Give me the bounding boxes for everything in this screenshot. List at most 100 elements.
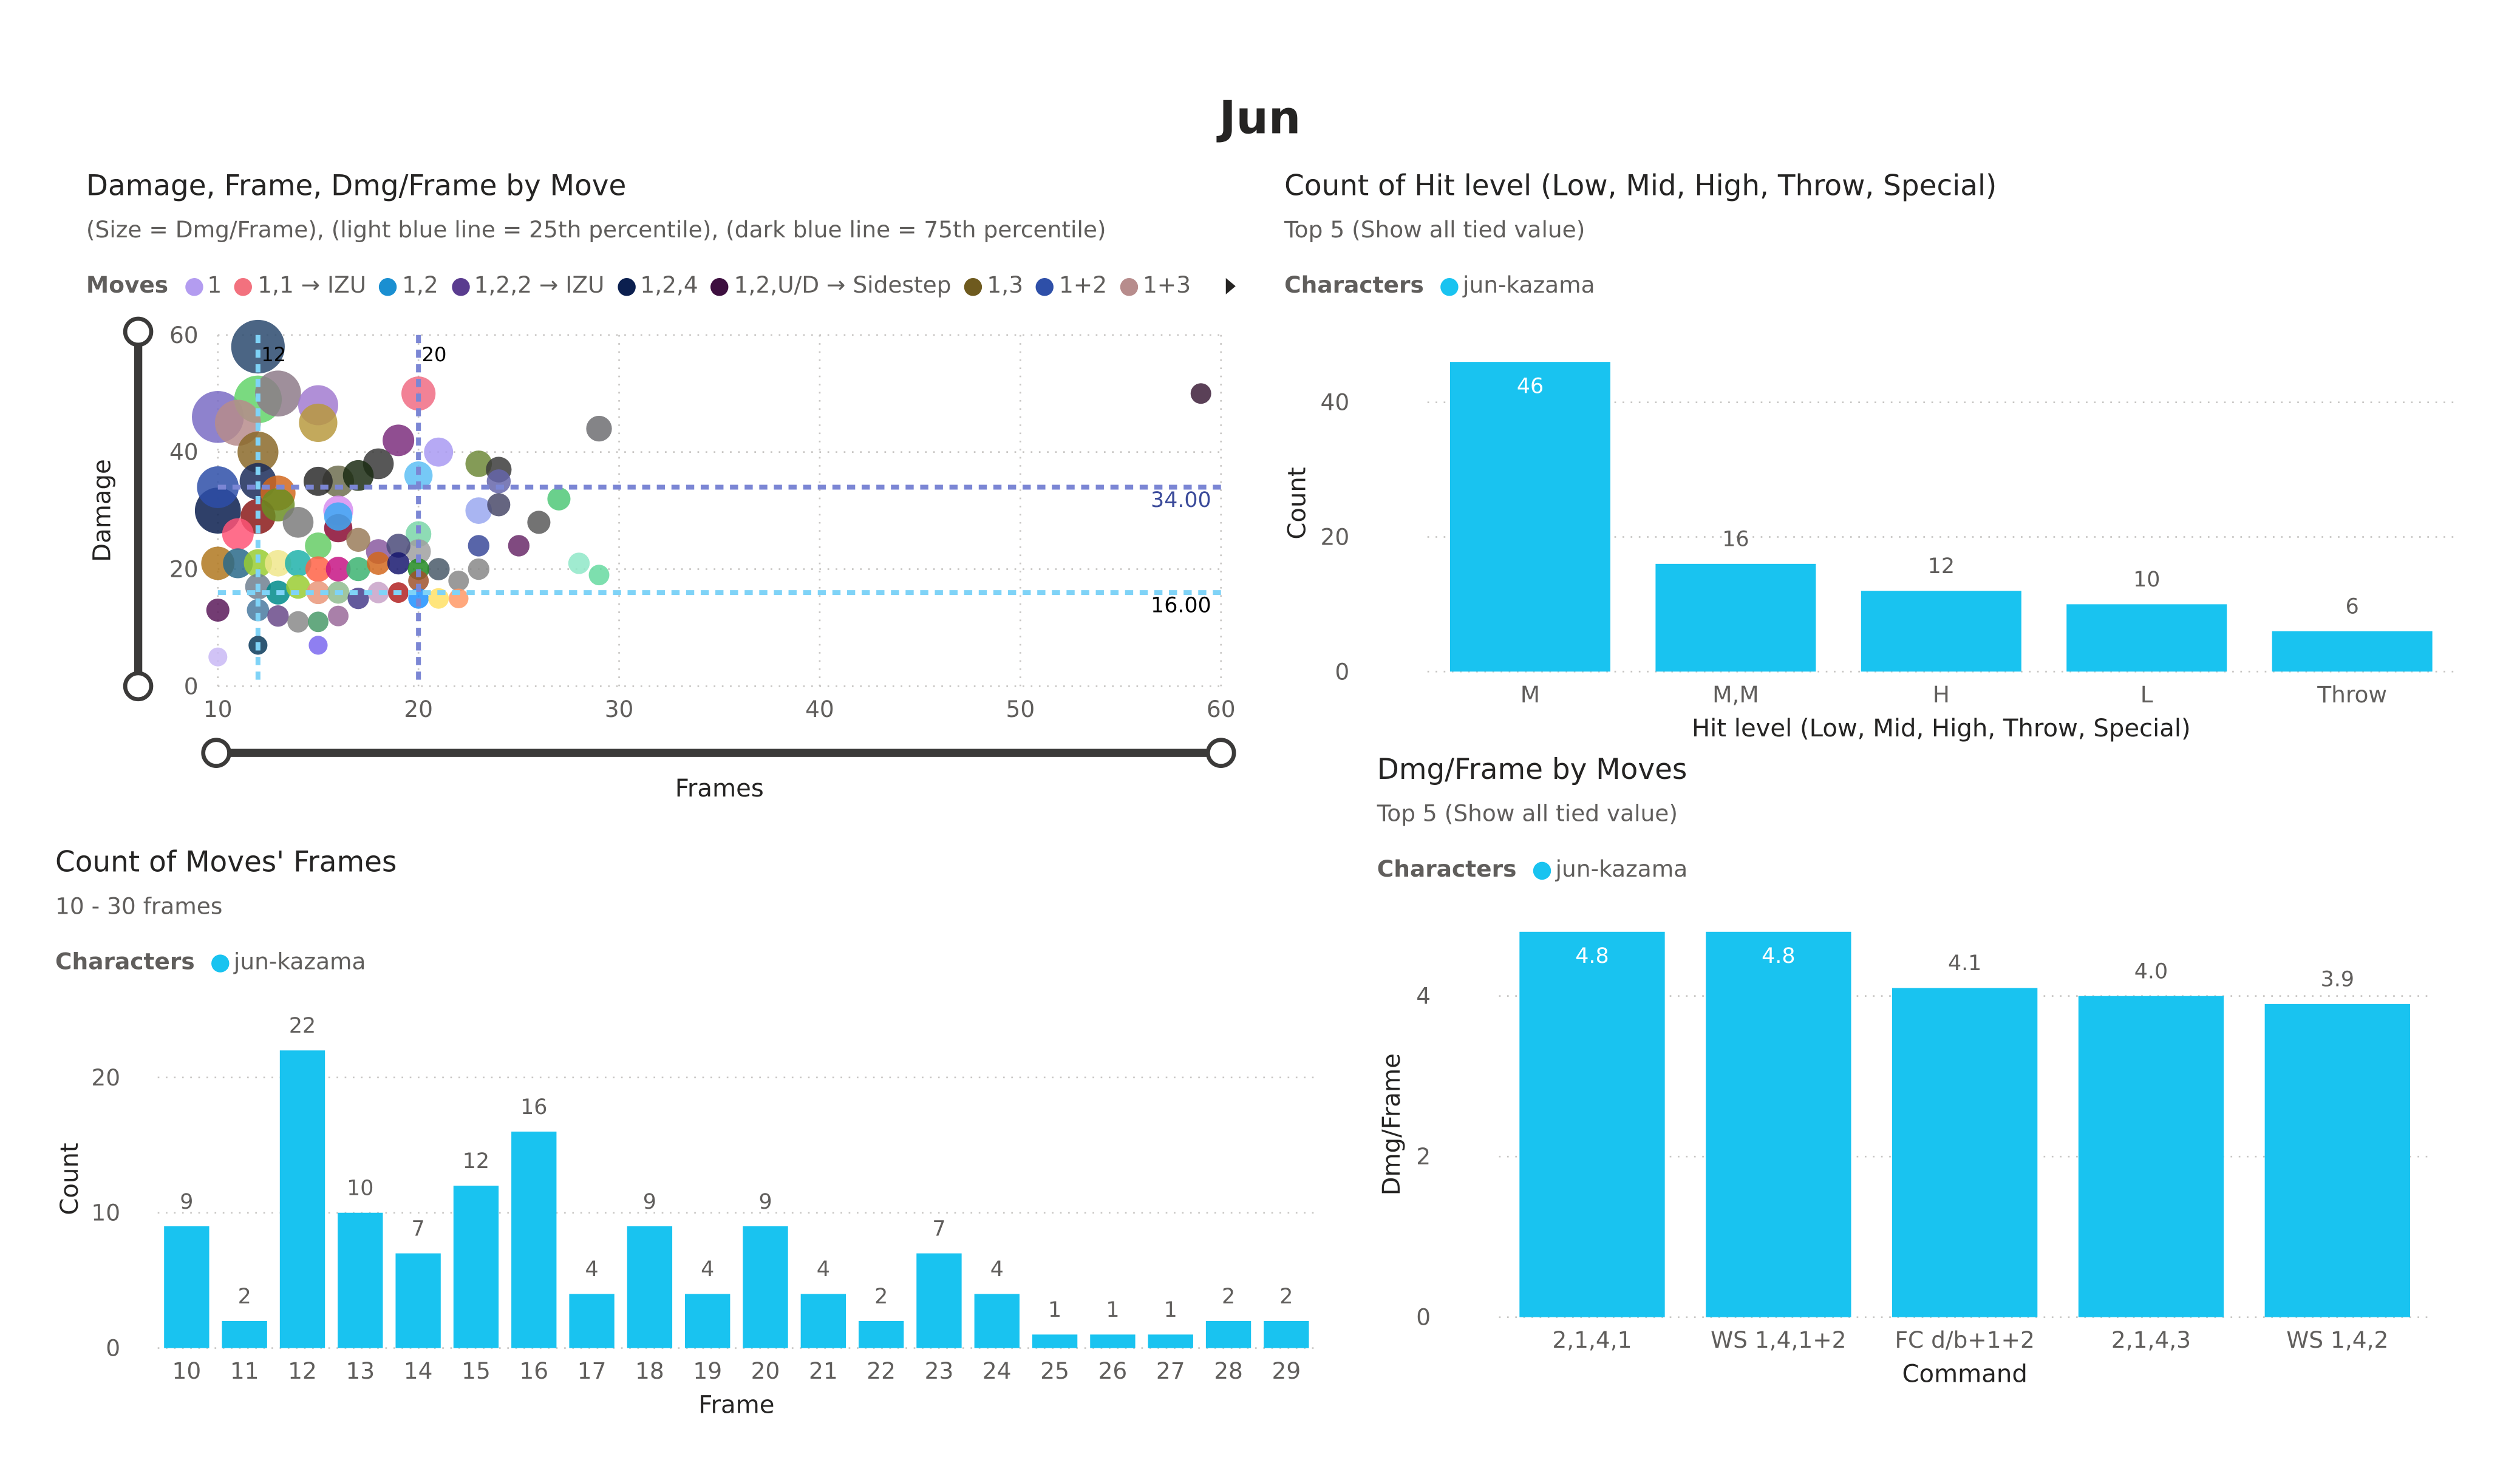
moves-bar [627, 1226, 673, 1348]
hit-bar [1655, 563, 1816, 672]
scatter-ref-label-x: 12 [261, 343, 286, 366]
scatter-legend-item[interactable]: 1,2 [379, 273, 438, 299]
scatter-ref-label-x: 20 [422, 343, 447, 366]
moves-x-tick: 21 [809, 1357, 838, 1384]
hit-legend-title: Characters [1284, 273, 1424, 299]
moves-bar [1090, 1334, 1136, 1348]
dmg-x-label: Command [1902, 1360, 2027, 1388]
scatter-legend-label: 1,2,4 [640, 273, 698, 299]
dmg-bar [1892, 988, 2038, 1317]
scatter-point [306, 581, 330, 605]
scatter-point [508, 535, 530, 557]
scatter-point [383, 424, 415, 457]
scatter-point [305, 556, 332, 582]
moves-x-tick: 26 [1098, 1357, 1128, 1384]
scatter-point [208, 647, 228, 667]
moves-bar [338, 1212, 383, 1348]
scatter-legend-label: 1,1 → IZU [257, 273, 367, 299]
scatter-point [408, 570, 429, 591]
scatter-point [468, 558, 489, 580]
scatter-point [346, 528, 370, 552]
moves-legend-item[interactable]: jun-kazama [211, 949, 366, 976]
dmg-bar [2264, 1004, 2410, 1317]
scatter-point [243, 549, 273, 578]
moves-data-label: 10 [347, 1177, 373, 1201]
scatter-point [367, 582, 389, 603]
hit-y-tick: 20 [1321, 523, 1350, 550]
hit-data-label: 46 [1517, 374, 1544, 398]
dmg-title: Dmg/Frame by Moves [1377, 754, 1687, 787]
moves-data-label: 2 [238, 1285, 251, 1309]
hit-legend-item[interactable]: jun-kazama [1440, 273, 1595, 299]
scatter-point [222, 518, 254, 550]
scatter-y-label: Damage [89, 459, 117, 562]
hit-bar [1449, 362, 1610, 672]
hit-bar [2066, 604, 2227, 672]
scatter-legend-item[interactable]: 1,2,2 → IZU [451, 273, 604, 299]
y-axis-zoom-handle-bottom[interactable] [123, 671, 154, 702]
scatter-x-tick: 50 [1006, 696, 1035, 722]
scatter-legend-item[interactable]: 1,1 → IZU [234, 273, 367, 299]
moves-x-tick: 18 [635, 1357, 664, 1384]
scatter-point [406, 539, 431, 565]
moves-data-label: 1 [1048, 1298, 1061, 1322]
moves-data-label: 9 [758, 1190, 772, 1214]
dmg-x-tick: 2,1,4,3 [2111, 1326, 2191, 1353]
moves-data-label: 22 [289, 1014, 316, 1038]
scatter-legend-item[interactable]: 1,2,U/D → Sidestep [711, 273, 952, 299]
x-axis-zoom-handle-left[interactable] [201, 738, 231, 768]
scatter-point [386, 534, 410, 558]
scatter-point [527, 511, 551, 534]
scatter-legend-item[interactable]: 1,2,4 [617, 273, 698, 299]
moves-x-label: Frame [698, 1391, 774, 1419]
hit-y-tick: 40 [1321, 389, 1350, 416]
scatter-legend-item[interactable]: 1+3 [1120, 273, 1191, 299]
moves-x-tick: 22 [867, 1357, 896, 1384]
legend-dot-icon [617, 277, 636, 296]
moves-data-label: 4 [701, 1257, 714, 1282]
moves-x-tick: 11 [230, 1357, 259, 1384]
moves-x-tick: 28 [1214, 1357, 1243, 1384]
moves-bar [1264, 1320, 1309, 1348]
legend-dot-icon [211, 953, 229, 972]
moves-bar [164, 1226, 209, 1348]
dmg-bar [2078, 996, 2224, 1317]
x-axis-zoom-handle-right[interactable] [1205, 738, 1236, 768]
scatter-point [547, 487, 571, 511]
scatter-legend-item[interactable]: 1+2 [1036, 273, 1107, 299]
scatter-ref-label-y: 16.00 [1151, 594, 1211, 618]
dmg-legend-item[interactable]: jun-kazama [1533, 857, 1687, 883]
scatter-legend-label: 1+3 [1142, 273, 1191, 299]
scatter-y-tick: 40 [169, 439, 199, 466]
moves-legend: Characters jun-kazama [55, 949, 379, 976]
scatter-point [588, 565, 610, 586]
scatter-legend-item[interactable]: 1 [184, 273, 222, 299]
chevron-right-icon[interactable] [1226, 278, 1237, 294]
scatter-legend-label: 1,2,U/D → Sidestep [734, 273, 952, 299]
y-axis-zoom-handle-top[interactable] [123, 316, 154, 347]
scatter-point [206, 598, 230, 622]
scatter-x-tick: 30 [605, 696, 634, 722]
moves-bar [685, 1294, 730, 1348]
scatter-point [307, 611, 329, 633]
scatter-point [568, 552, 590, 574]
scatter-point [448, 570, 469, 591]
moves-subtitle: 10 - 30 frames [55, 894, 223, 921]
legend-dot-icon [964, 277, 982, 296]
moves-bar [569, 1294, 615, 1348]
moves-x-tick: 15 [461, 1357, 491, 1384]
scatter-point [424, 437, 454, 467]
dmg-legend-title: Characters [1377, 857, 1517, 883]
hit-bar [1861, 591, 2021, 672]
dmg-data-label: 4.1 [1948, 951, 1981, 976]
scatter-legend-item[interactable]: 1,3 [964, 273, 1023, 299]
moves-data-label: 4 [990, 1257, 1004, 1282]
scatter-legend-label: 1,2,2 → IZU [474, 273, 605, 299]
moves-data-label: 12 [463, 1149, 489, 1173]
dmg-x-tick: WS 1,4,1+2 [1711, 1326, 1846, 1353]
moves-x-tick: 24 [982, 1357, 1012, 1384]
legend-dot-icon [451, 277, 469, 296]
dmg-y-tick: 2 [1416, 1143, 1431, 1170]
scatter-point [255, 370, 301, 417]
dmg-legend: Characters jun-kazama [1377, 857, 1701, 883]
